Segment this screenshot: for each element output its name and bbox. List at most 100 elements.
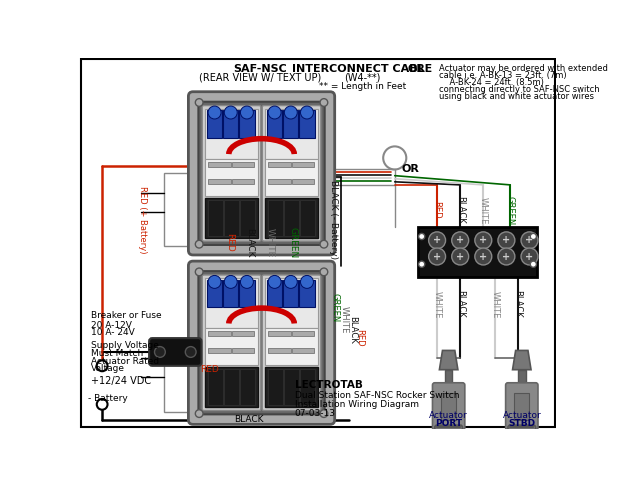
Circle shape [185,347,196,357]
Text: Actuator: Actuator [502,412,541,420]
Text: 20 A-12V: 20 A-12V [91,321,131,330]
Bar [239,110,255,138]
Bar [164,339,195,412]
Text: cable i.e. A-BK-13 = 23ft. (7m): cable i.e. A-BK-13 = 23ft. (7m) [438,71,566,80]
Text: +: + [456,252,464,262]
Text: RED: RED [201,365,219,374]
Bar [300,200,316,236]
FancyBboxPatch shape [188,92,335,255]
FancyBboxPatch shape [433,383,465,430]
Circle shape [498,232,515,249]
Text: BLACK (- Battery): BLACK (- Battery) [329,180,338,259]
Bar [231,162,254,167]
Bar [283,110,298,138]
FancyBboxPatch shape [503,463,540,482]
Circle shape [241,106,254,119]
Text: WHITE: WHITE [490,291,499,318]
Text: GREEN: GREEN [288,227,298,258]
Text: GREEN: GREEN [331,294,340,323]
Circle shape [475,248,492,265]
Text: Must Match: Must Match [91,349,143,358]
Text: STBD: STBD [508,419,535,428]
FancyBboxPatch shape [262,106,321,241]
Bar [208,332,231,336]
FancyBboxPatch shape [188,261,335,424]
Bar [265,367,317,407]
Circle shape [301,106,314,119]
Text: RED: RED [355,329,364,346]
Circle shape [97,399,107,410]
Circle shape [195,410,203,417]
Text: WHITE: WHITE [433,291,441,318]
Circle shape [452,232,469,249]
Circle shape [498,248,515,265]
Bar [284,200,299,236]
Text: Actuator: Actuator [429,412,468,420]
Circle shape [320,410,328,417]
Text: using black and white actuator wires: using black and white actuator wires [438,92,593,101]
Bar [239,280,255,308]
Circle shape [208,106,221,119]
Circle shape [268,106,281,119]
Bar [299,280,315,308]
Bar [240,200,255,236]
Text: Dual Station SAF-NSC Rocker Switch: Dual Station SAF-NSC Rocker Switch [294,390,459,400]
Text: Breaker or Fuse: Breaker or Fuse [91,311,161,321]
Text: +: + [479,235,487,245]
Bar [514,393,529,420]
Bar [418,227,537,277]
Text: +: + [525,252,534,262]
Bar [265,278,317,328]
Circle shape [268,275,281,288]
Bar [208,348,231,353]
Text: +: + [456,235,464,245]
Text: WHITE: WHITE [265,228,275,257]
Bar [284,369,299,405]
Text: Supply Voltage: Supply Voltage [91,341,159,350]
Text: RED (+ Battery): RED (+ Battery) [138,186,147,253]
Text: BLACK: BLACK [348,316,357,344]
Text: +: + [502,252,510,262]
Circle shape [195,99,203,107]
Bar [268,348,291,353]
Circle shape [521,248,538,265]
Text: Actuator may be ordered with extended: Actuator may be ordered with extended [438,64,608,73]
Bar [518,370,526,385]
Circle shape [285,275,297,288]
Text: LECTROTAB: LECTROTAB [294,380,363,390]
Bar [231,348,254,353]
Bar [207,280,222,308]
Bar [208,179,231,184]
FancyBboxPatch shape [198,271,325,415]
Text: connecting directly to SAF-NSC switch: connecting directly to SAF-NSC switch [438,85,600,94]
Bar [205,328,258,365]
Text: BLACK: BLACK [456,290,465,318]
Text: +: + [525,235,534,245]
Circle shape [224,106,237,119]
Text: OR: OR [408,64,426,74]
Circle shape [241,275,254,288]
Bar [231,179,254,184]
Bar [205,278,258,328]
FancyBboxPatch shape [149,338,202,366]
Circle shape [97,361,107,371]
Text: RED: RED [224,233,234,252]
Polygon shape [513,350,531,370]
FancyBboxPatch shape [198,102,325,245]
Text: GREEN: GREEN [506,196,515,225]
FancyBboxPatch shape [262,275,321,411]
Bar [265,198,317,238]
Bar [231,332,254,336]
Bar [205,367,258,407]
Bar [205,159,258,196]
Text: BLACK: BLACK [513,290,523,318]
Text: Actuator Rated: Actuator Rated [91,357,159,366]
Bar [207,110,222,138]
Text: (REAR VIEW W/ TEXT UP): (REAR VIEW W/ TEXT UP) [199,73,321,83]
Circle shape [285,106,297,119]
Bar [268,200,283,236]
Circle shape [154,347,166,357]
Bar [268,369,283,405]
Bar [299,110,315,138]
Circle shape [208,275,221,288]
